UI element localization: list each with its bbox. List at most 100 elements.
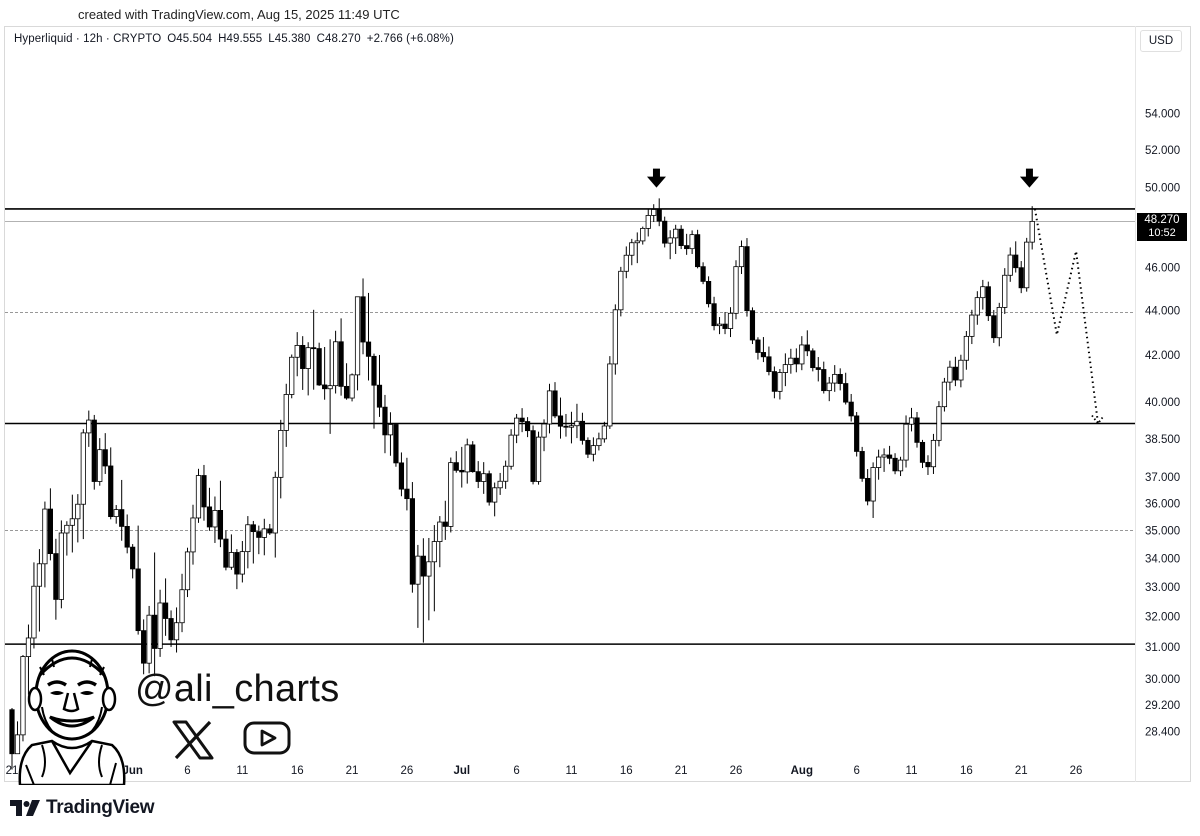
candle-down	[486, 473, 492, 503]
candle-up	[535, 436, 542, 482]
candle-down	[886, 454, 893, 459]
candle-down	[343, 385, 350, 399]
price-tick-label: 30.000	[1145, 674, 1180, 686]
projection-path	[1033, 208, 1105, 426]
candle-down	[722, 323, 728, 329]
time-tick-label: 6	[184, 765, 190, 777]
time-tick-label: 11	[236, 765, 248, 777]
candle-down	[678, 228, 684, 247]
candle-up	[777, 372, 783, 392]
candle-down	[393, 424, 399, 464]
candle-up	[146, 614, 152, 664]
candle-up	[996, 307, 1002, 339]
candle-down	[442, 521, 448, 527]
x-logo-icon[interactable]	[170, 720, 216, 760]
candle-up	[738, 246, 745, 268]
candle-down	[453, 462, 459, 471]
candle-down	[311, 347, 317, 350]
candle-up	[333, 341, 339, 387]
price-tick-label: 36.000	[1145, 498, 1180, 510]
candle-down	[124, 526, 130, 548]
last-price-value: 48.270	[1144, 214, 1180, 227]
candle-down	[656, 209, 662, 222]
candle-up	[947, 366, 953, 383]
candle-up	[179, 589, 185, 624]
price-tick-label: 42.000	[1145, 350, 1180, 362]
price-tick-label: 34.000	[1145, 553, 1180, 565]
candle-down	[557, 415, 564, 427]
projection-line	[1033, 208, 1099, 424]
candle-up	[245, 524, 251, 553]
candle-down	[376, 384, 383, 408]
time-tick-label: 21	[346, 765, 359, 777]
tradingview-watermark: TradingView	[10, 797, 155, 819]
candle-down	[322, 384, 328, 390]
candle-up	[651, 209, 657, 216]
candle-down	[162, 602, 169, 619]
candle-up	[514, 417, 520, 436]
candle-up	[936, 406, 942, 441]
candle-up	[733, 266, 739, 314]
time-tick-label: 21	[6, 765, 19, 777]
candle-down	[755, 339, 761, 353]
candle-down	[914, 417, 920, 443]
candle-up	[601, 425, 607, 440]
candle-up	[574, 420, 580, 427]
candle-down	[420, 555, 426, 577]
candle-down	[771, 371, 777, 392]
candle-up	[481, 473, 487, 482]
candle-up	[689, 234, 695, 250]
candle-up	[42, 508, 48, 565]
candle-down	[168, 618, 174, 641]
candle-down	[201, 475, 207, 508]
price-tick-label: 32.000	[1145, 612, 1180, 624]
candle-down	[705, 280, 712, 305]
candle-up	[25, 637, 32, 657]
candle-up	[228, 552, 234, 568]
tradingview-logo-icon	[10, 800, 40, 816]
youtube-icon[interactable]	[243, 721, 291, 755]
candle-up	[727, 312, 734, 329]
candle-down	[985, 286, 991, 317]
candle-up	[826, 382, 832, 392]
candle-up	[640, 227, 646, 242]
candle-up	[426, 561, 432, 577]
time-tick-label: Aug	[791, 765, 813, 777]
candle-up	[1002, 274, 1008, 308]
candle-down	[398, 462, 405, 490]
time-tick-label: 21	[675, 765, 688, 777]
candle-down	[217, 510, 224, 540]
candle-down	[371, 355, 377, 386]
candle-up	[1024, 241, 1030, 289]
candle-down	[234, 552, 240, 575]
candle-up	[645, 215, 651, 229]
candle-down	[919, 441, 926, 463]
candle-up	[963, 335, 969, 361]
time-tick-label: 26	[1070, 765, 1083, 777]
currency-selector[interactable]: USD	[1140, 30, 1182, 52]
price-tick-label: 29.200	[1145, 700, 1180, 712]
candle-down	[552, 390, 558, 417]
legend-low: L45.380	[268, 33, 311, 45]
candle-up	[239, 551, 245, 575]
candle-up	[387, 424, 394, 436]
candle-up	[596, 438, 602, 447]
candle-down	[102, 449, 108, 467]
candle-up	[97, 449, 103, 482]
candle-up	[903, 423, 909, 461]
candle-up	[190, 517, 196, 553]
time-tick-label: 6	[513, 765, 519, 777]
candle-up	[634, 240, 640, 244]
candle-up	[546, 390, 553, 425]
candle-down	[865, 477, 871, 502]
candle-down	[585, 439, 591, 455]
candle-up	[930, 439, 937, 468]
candle-up	[58, 532, 64, 600]
arrow-down-icon	[646, 168, 666, 188]
candle-up	[908, 417, 915, 425]
price-tick-label: 46.000	[1145, 263, 1180, 275]
candle-up	[832, 373, 838, 384]
time-tick-label: 16	[291, 765, 304, 777]
price-tick-label: 28.400	[1145, 726, 1180, 738]
